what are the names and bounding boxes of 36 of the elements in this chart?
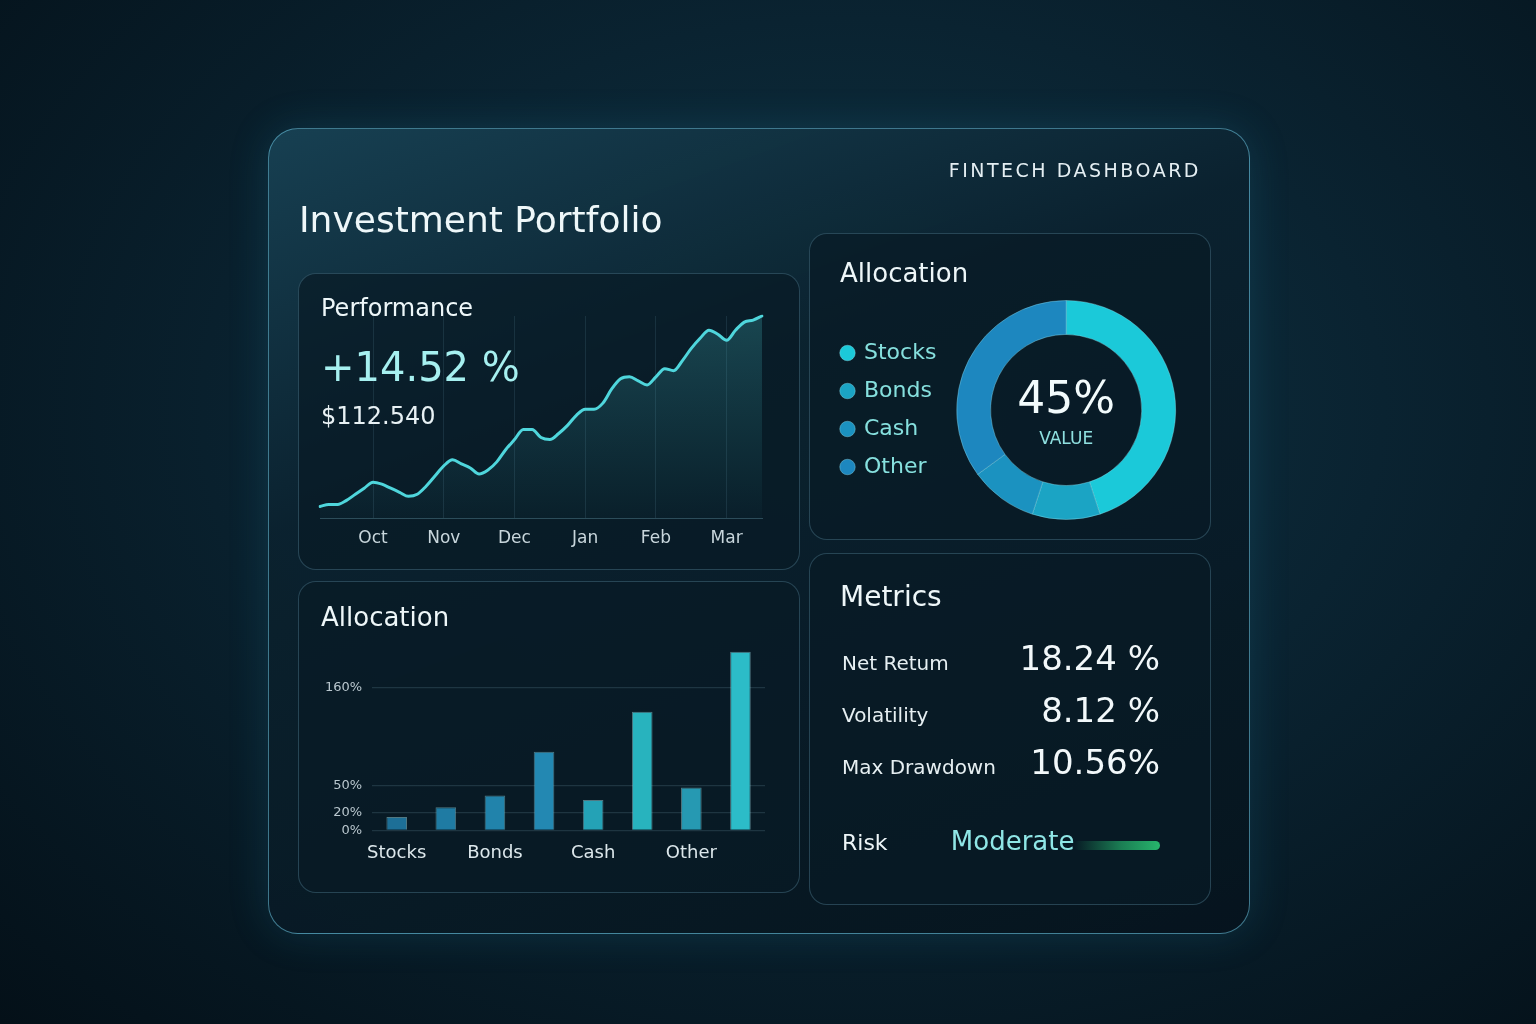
text: VALUE [1039,428,1094,449]
text: Investment Portfolio [299,199,663,240]
text: 10.56% [1030,742,1160,782]
chart-title: Performance [321,294,474,322]
text: 18.24 % [1019,638,1160,678]
text: Net Retum [842,651,949,675]
x-tick-label: Mar [710,527,743,548]
chart-title: Allocation [321,602,450,632]
text: Risk [842,830,889,855]
x-tick-label: Bonds [467,840,523,862]
x-tick-label: Oct [358,527,389,548]
y-tick-label: 20% [333,803,363,819]
legend-label: Bonds [864,376,932,402]
y-tick-label: 0% [341,821,363,837]
x-tick-label: Cash [570,840,616,862]
legend-label: Cash [864,414,919,440]
legend-label: Other [864,452,928,478]
x-tick-label: Stocks [367,840,427,862]
chart-title: Allocation [840,258,969,288]
text: Moderate [950,826,1075,856]
text: 45% [1017,372,1116,424]
text: 8.12 % [1041,690,1160,730]
x-tick-label: Nov [427,527,461,548]
x-tick-label: Other [665,840,718,862]
text: Max Drawdown [842,755,996,779]
legend-label: Stocks [864,338,937,364]
annotation: +14.52 % [321,344,520,390]
x-tick-label: Jan [571,527,599,548]
text: FINTECH DASHBOARD [948,159,1201,181]
x-tick-label: Feb [640,527,671,548]
y-tick-label: 160% [324,678,363,694]
text: Volatility [842,703,929,727]
annotation: $112.540 [321,402,436,430]
x-tick-label: Dec [498,527,531,548]
y-tick-label: 50% [333,777,363,793]
text: Metrics [840,580,942,613]
